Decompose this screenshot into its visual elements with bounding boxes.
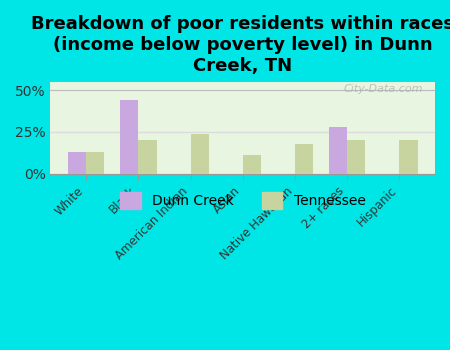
Legend: Dunn Creek, Tennessee: Dunn Creek, Tennessee: [115, 187, 371, 215]
Bar: [329, 127, 347, 174]
Bar: [86, 152, 104, 174]
Title: Breakdown of poor residents within races
(income below poverty level) in Dunn
Cr: Breakdown of poor residents within races…: [31, 15, 450, 75]
Bar: [399, 140, 418, 174]
Bar: [68, 152, 86, 174]
Text: City-Data.com: City-Data.com: [344, 84, 423, 94]
Bar: [139, 140, 157, 174]
Bar: [190, 134, 209, 174]
Bar: [120, 100, 139, 174]
Bar: [347, 140, 365, 174]
Bar: [243, 155, 261, 174]
Bar: [295, 144, 313, 174]
